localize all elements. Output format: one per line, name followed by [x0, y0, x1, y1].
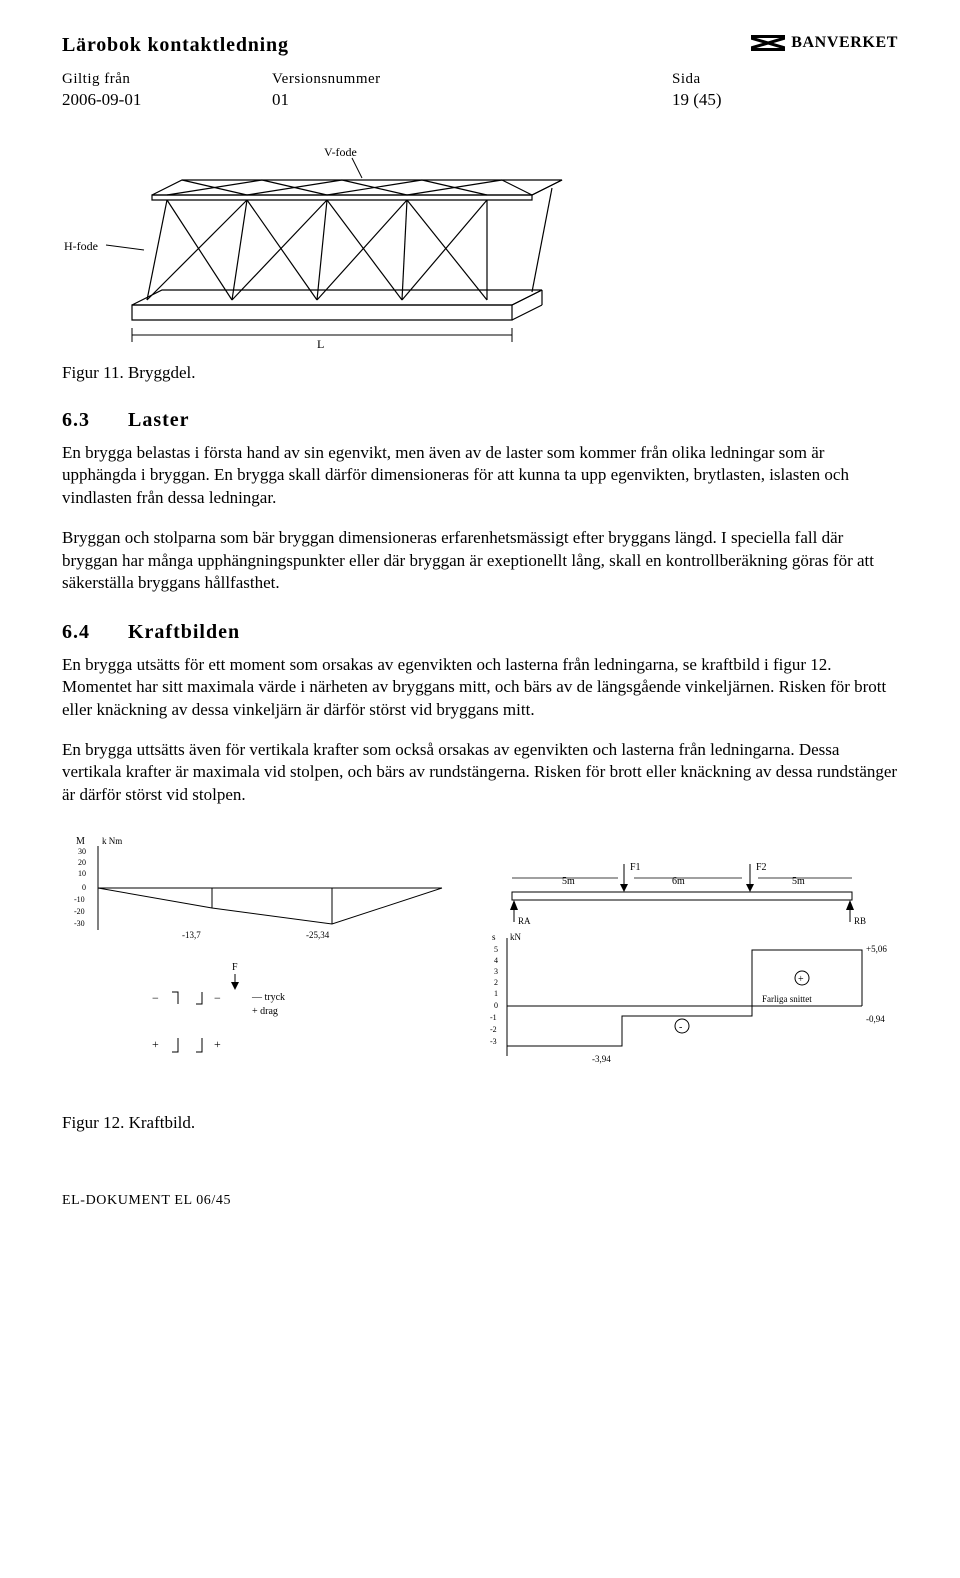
force-F1: F1: [630, 862, 641, 873]
banverket-icon: [751, 34, 785, 52]
svg-text:+: +: [152, 1037, 159, 1051]
svg-text:-: -: [679, 1022, 682, 1033]
mtick-1: 20: [78, 858, 86, 867]
vfode-label: V-fode: [324, 145, 357, 159]
mtick-0: 30: [78, 847, 86, 856]
figure-12-caption: Figur 12. Kraftbild.: [62, 1113, 898, 1133]
mtick-3: 0: [82, 883, 86, 892]
mtick-5: -20: [74, 907, 85, 916]
stick-4: 1: [494, 989, 498, 998]
stick-2: 3: [494, 967, 498, 976]
moment-v2: -25,34: [306, 930, 330, 940]
moment-unit: k Nm: [102, 836, 122, 846]
stick-1: 4: [494, 956, 498, 965]
hfode-label: H-fode: [64, 239, 98, 253]
ann-minus094: -0,94: [866, 1014, 885, 1024]
footer-doc-id: EL-DOKUMENT EL 06/45: [62, 1193, 898, 1209]
doc-title: Lärobok kontaktledning: [62, 34, 289, 57]
force-drag: + drag: [252, 1006, 278, 1017]
section-6-4-num: 6.4: [62, 621, 128, 644]
ann-snittet: Farliga snittet: [762, 994, 812, 1004]
logo: BANVERKET: [751, 34, 898, 52]
svg-text:−: −: [214, 991, 221, 1005]
section-6-3-p2: Bryggan och stolparna som bär bryggan di…: [62, 527, 898, 594]
stick-3: 2: [494, 978, 498, 987]
shear-s: s: [492, 932, 496, 942]
reaction-RB: RB: [854, 916, 866, 926]
force-tryck: — tryck: [251, 992, 285, 1003]
reaction-RA: RA: [518, 916, 531, 926]
moment-M: M: [76, 836, 85, 847]
section-6-4-heading: 6.4Kraftbilden: [62, 621, 898, 644]
dim-L-label: L: [317, 337, 324, 350]
mtick-4: -10: [74, 895, 85, 904]
stick-0: 5: [494, 945, 498, 954]
stick-7: -2: [490, 1025, 497, 1034]
section-6-3-num: 6.3: [62, 409, 128, 432]
figure-12: M k Nm 30 20 10 0 -10 -20 -30 -13,7 -25,…: [62, 830, 898, 1095]
shear-unit: kN: [510, 932, 522, 942]
figure-11: L V-fode H-fode: [62, 140, 898, 355]
mtick-2: 10: [78, 869, 86, 878]
logo-text: BANVERKET: [791, 34, 898, 52]
section-6-3-heading: 6.3Laster: [62, 409, 898, 432]
svg-text:+: +: [214, 1037, 221, 1051]
meta-version-label: Versionsnummer: [272, 71, 672, 88]
section-6-4-p1: En brygga utsätts för ett moment som ors…: [62, 654, 898, 721]
meta-giltig-value: 2006-09-01: [62, 90, 272, 110]
section-6-4-title: Kraftbilden: [128, 621, 240, 643]
section-6-3-title: Laster: [128, 409, 190, 431]
meta-sida-label: Sida: [672, 71, 822, 88]
mtick-6: -30: [74, 919, 85, 928]
page-header: Lärobok kontaktledning BANVERKET: [62, 34, 898, 57]
section-6-4-p2: En brygga uttsätts även för vertikala kr…: [62, 739, 898, 806]
ann-minus394: -3,94: [592, 1054, 611, 1064]
stick-8: -3: [490, 1037, 497, 1046]
meta-giltig-label: Giltig från: [62, 71, 272, 88]
svg-text:+: +: [798, 974, 804, 985]
ann-plus506: +5,06: [866, 944, 887, 954]
meta-row: Giltig från 2006-09-01 Versionsnummer 01…: [62, 71, 898, 110]
stick-6: -1: [490, 1013, 497, 1022]
kraftbild-diagram: M k Nm 30 20 10 0 -10 -20 -30 -13,7 -25,…: [62, 830, 902, 1090]
stick-5: 0: [494, 1001, 498, 1010]
meta-sida-value: 19 (45): [672, 90, 822, 110]
force-F2: F2: [756, 862, 767, 873]
moment-v1: -13,7: [182, 930, 201, 940]
svg-text:−: −: [152, 991, 159, 1005]
figure-11-caption: Figur 11. Bryggdel.: [62, 363, 898, 383]
section-6-3-p1: En brygga belastas i första hand av sin …: [62, 442, 898, 509]
meta-version-value: 01: [272, 90, 672, 110]
bryggdel-diagram: L V-fode H-fode: [62, 140, 622, 350]
force-F: F: [232, 962, 238, 973]
